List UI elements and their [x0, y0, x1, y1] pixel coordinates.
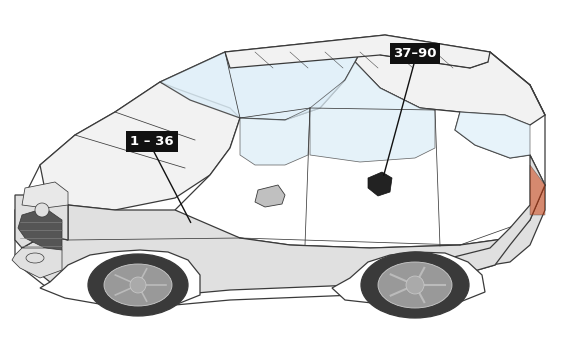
Polygon shape: [355, 52, 545, 125]
Ellipse shape: [88, 254, 188, 316]
Ellipse shape: [361, 252, 469, 318]
Polygon shape: [40, 250, 200, 305]
Circle shape: [406, 276, 424, 294]
Ellipse shape: [26, 253, 44, 263]
Polygon shape: [12, 248, 62, 278]
Polygon shape: [225, 35, 490, 68]
Polygon shape: [455, 112, 530, 158]
Polygon shape: [18, 208, 62, 250]
Polygon shape: [450, 155, 545, 278]
Polygon shape: [175, 62, 545, 248]
Text: 37–90: 37–90: [393, 47, 437, 60]
Ellipse shape: [378, 262, 452, 308]
Text: 1 – 36: 1 – 36: [130, 135, 174, 148]
Polygon shape: [368, 172, 392, 196]
Polygon shape: [310, 62, 435, 162]
Polygon shape: [332, 252, 485, 305]
Ellipse shape: [104, 264, 172, 306]
Circle shape: [35, 203, 49, 217]
Polygon shape: [15, 35, 545, 305]
Polygon shape: [15, 190, 68, 248]
Circle shape: [130, 277, 146, 293]
Polygon shape: [255, 185, 285, 207]
Polygon shape: [530, 165, 545, 215]
Polygon shape: [22, 185, 545, 295]
Polygon shape: [240, 108, 310, 165]
Polygon shape: [22, 182, 68, 208]
Polygon shape: [160, 52, 360, 120]
Polygon shape: [40, 82, 240, 210]
